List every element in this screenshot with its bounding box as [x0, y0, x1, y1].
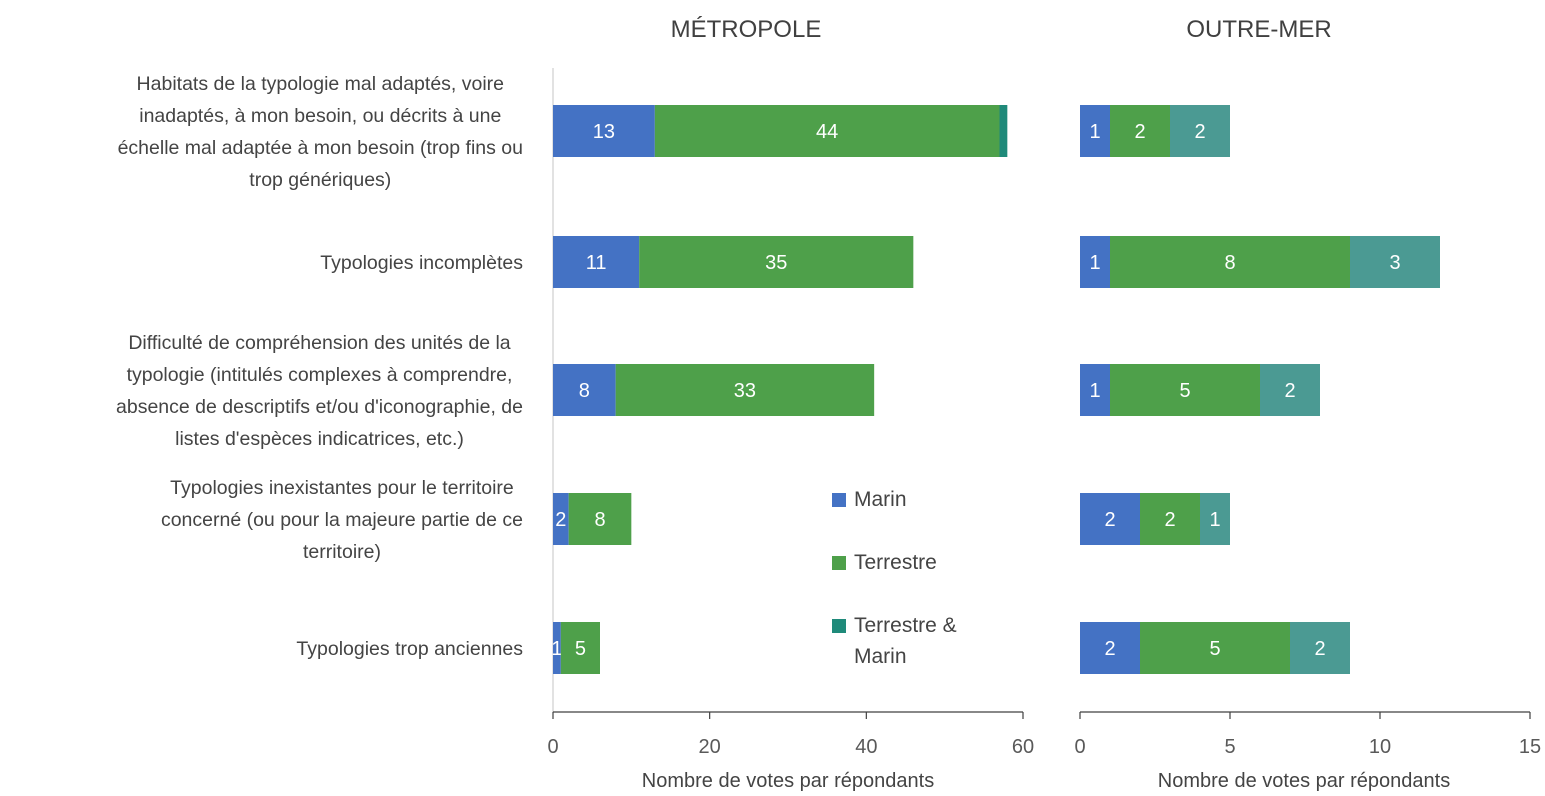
- bar-segment-marin: [1080, 236, 1110, 288]
- bar-segment-marin: [1080, 493, 1140, 545]
- legend-label: Terrestre: [854, 551, 937, 574]
- data-label: 3: [1389, 252, 1400, 274]
- bar-segment-terrestre-marin: [999, 105, 1008, 157]
- data-label: 5: [575, 638, 586, 660]
- category-label: Difficulté de compréhension des unités d…: [116, 327, 523, 455]
- bar-segment-terrestre-marin: [1290, 622, 1350, 674]
- legend-swatch: [832, 619, 846, 633]
- data-label: 2: [1134, 121, 1145, 143]
- data-label: 2: [1164, 509, 1175, 531]
- data-label: 8: [1224, 252, 1235, 274]
- x-tick-label: 60: [1012, 736, 1034, 758]
- bar-segment-terrestre: [1110, 364, 1260, 416]
- data-label: 11: [586, 252, 607, 274]
- bar-segment-marin: [553, 236, 640, 288]
- x-axis-label-metropole: Nombre de votes par répondants: [641, 770, 935, 792]
- x-tick-label: 20: [699, 736, 721, 758]
- bar-segment-marin: [553, 364, 616, 416]
- data-label: 1: [1089, 121, 1100, 143]
- panel-title-metropole: MÉTROPOLE: [670, 16, 822, 43]
- category-label: Habitats de la typologie mal adaptés, vo…: [118, 68, 523, 196]
- bar-segment-marin: [1080, 364, 1110, 416]
- data-label: 1: [1089, 380, 1100, 402]
- legend-item: Terrestre: [832, 547, 957, 578]
- panel-title-outre-mer: OUTRE-MER: [1186, 16, 1332, 43]
- x-tick-label: 40: [855, 736, 877, 758]
- bar-segment-terrestre: [1110, 105, 1170, 157]
- legend-swatch: [832, 556, 846, 570]
- category-label-line: Habitats de la typologie mal adaptés, vo…: [136, 73, 505, 95]
- bar-segment-terrestre: [615, 364, 875, 416]
- legend-label: Terrestre &: [854, 614, 957, 637]
- data-label: 1: [1089, 252, 1100, 274]
- category-label-line: trop génériques): [249, 169, 392, 191]
- bar-segment-terrestre-marin: [1170, 105, 1230, 157]
- data-label: 2: [1104, 509, 1115, 531]
- bar-segment-terrestre: [654, 105, 1000, 157]
- legend-label: Marin: [854, 488, 907, 511]
- bar-segment-terrestre: [560, 622, 600, 674]
- data-label: 35: [765, 252, 787, 274]
- legend-label: Marin: [854, 645, 907, 668]
- x-tick-label: 0: [1074, 736, 1085, 758]
- category-label-line: absence de descriptifs et/ou d'iconograp…: [116, 396, 523, 418]
- data-label: 13: [593, 121, 615, 143]
- bar-segment-marin: [553, 105, 655, 157]
- category-label: Typologies incomplètes: [320, 247, 523, 279]
- bar-segment-terrestre: [639, 236, 914, 288]
- category-label-line: Typologies trop anciennes: [296, 638, 523, 660]
- x-tick-label: 5: [1224, 736, 1235, 758]
- data-label: 5: [1209, 638, 1220, 660]
- category-label-line: Typologies incomplètes: [320, 252, 523, 274]
- data-label: 5: [1179, 380, 1190, 402]
- data-label: 1: [1209, 509, 1220, 531]
- bar-segment-terrestre: [1140, 622, 1290, 674]
- data-label: 2: [555, 509, 566, 531]
- bar-segment-terrestre: [1140, 493, 1200, 545]
- legend: Marin Terrestre Terrestre & Marin: [832, 484, 957, 704]
- bar-segment-terrestre: [568, 493, 632, 545]
- category-label: Typologies trop anciennes: [296, 633, 523, 665]
- x-tick-label: 15: [1519, 736, 1541, 758]
- x-tick-label: 10: [1369, 736, 1391, 758]
- bar-segment-terrestre-marin: [1200, 493, 1230, 545]
- category-label-line: typologie (intitulés complexes à compren…: [126, 364, 513, 386]
- x-axis-label-outre-mer: Nombre de votes par répondants: [1157, 770, 1451, 792]
- category-label-line: Difficulté de compréhension des unités d…: [128, 332, 511, 354]
- bar-segment-marin: [1080, 622, 1140, 674]
- bar-segment-terrestre: [1110, 236, 1350, 288]
- category-label-line: inadaptés, à mon besoin, ou décrits à un…: [139, 105, 502, 127]
- category-label-line: Typologies inexistantes pour le territoi…: [170, 477, 514, 499]
- data-label: 2: [1194, 121, 1205, 143]
- x-tick-label: 0: [547, 736, 558, 758]
- bar-segment-terrestre-marin: [1260, 364, 1320, 416]
- bar-segment-marin: [553, 622, 561, 674]
- data-label: 8: [594, 509, 605, 531]
- data-label: 44: [816, 121, 838, 143]
- category-label-line: concerné (ou pour la majeure partie de c…: [160, 509, 523, 531]
- bar-segment-marin: [1080, 105, 1110, 157]
- legend-swatch: [832, 493, 846, 507]
- data-label: 8: [579, 380, 590, 402]
- bar-segment-marin: [553, 493, 569, 545]
- legend-item: Terrestre & Marin: [832, 610, 957, 672]
- data-label: 2: [1284, 380, 1295, 402]
- data-label: 2: [1314, 638, 1325, 660]
- category-label: Typologies inexistantes pour le territoi…: [161, 472, 523, 568]
- data-label: 1: [551, 638, 562, 660]
- category-label-line: listes d'espèces indicatrices, etc.): [175, 428, 464, 450]
- data-label: 2: [1104, 638, 1115, 660]
- category-label-line: territoire): [302, 541, 381, 563]
- legend-item: Marin: [832, 484, 957, 515]
- bar-segment-terrestre-marin: [1350, 236, 1440, 288]
- category-label-line: échelle mal adaptée à mon besoin (trop f…: [117, 137, 523, 159]
- data-label: 33: [734, 380, 756, 402]
